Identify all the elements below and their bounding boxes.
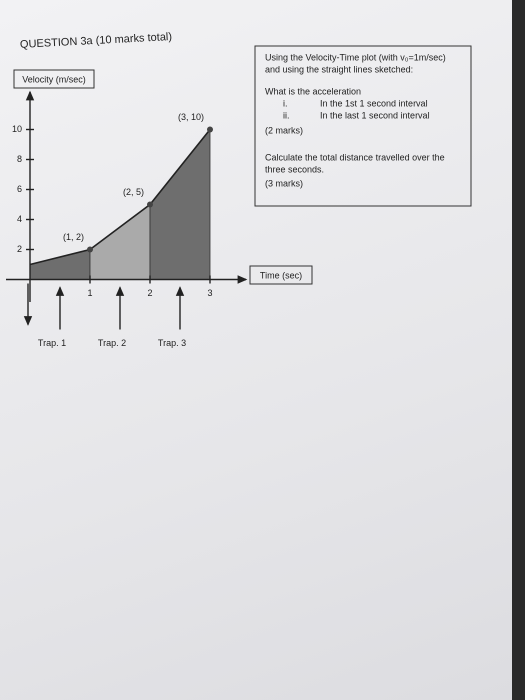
prompt: Calculate the total distance travelled o…: [265, 152, 445, 162]
item-num: i.: [283, 98, 288, 108]
item-text: In the 1st 1 second interval: [320, 98, 428, 108]
y-tick-label: 10: [12, 124, 22, 134]
x-tick-label: 1: [87, 288, 92, 298]
item-num: ii.: [283, 110, 290, 120]
ylabel-box: [13, 69, 95, 89]
x-axis-label: Time (sec): [260, 270, 302, 280]
xlabel-box: [249, 265, 313, 285]
intro: Using the Velocity-Time plot (with v₀=1m…: [265, 52, 446, 62]
x-tick-label: 2: [147, 288, 152, 298]
marks: (2 marks): [265, 125, 303, 135]
y-tick-label: 4: [17, 214, 22, 224]
trapezoid: [149, 128, 211, 280]
point: [207, 126, 213, 133]
point-label: (3, 10): [178, 112, 204, 122]
trapezoid: [29, 248, 91, 280]
point: [87, 246, 93, 253]
prompt: What is the acceleration: [265, 86, 361, 96]
page-edge: [512, 0, 525, 700]
instruction-box: [254, 45, 472, 207]
velocity-line: [29, 129, 211, 266]
marks: (3 marks): [265, 178, 303, 188]
question-title: QUESTION 3a (10 marks total): [20, 31, 173, 51]
prompt: three seconds.: [265, 164, 324, 174]
intro: and using the straight lines sketched:: [265, 64, 413, 74]
point: [147, 201, 153, 208]
x-tick-label: 3: [207, 288, 212, 298]
y-axis-label: Velocity (m/sec): [22, 74, 86, 84]
trapezoid-label: Trap. 2: [98, 338, 126, 348]
point-label: (1, 2): [63, 232, 84, 242]
item-text: In the last 1 second interval: [320, 110, 430, 120]
point-label: (2, 5): [123, 187, 144, 197]
trapezoid-label: Trap. 1: [38, 338, 66, 348]
trapezoid-label: Trap. 3: [158, 338, 186, 348]
y-tick-label: 2: [17, 244, 22, 254]
y-tick-label: 8: [17, 154, 22, 164]
y-tick-label: 6: [17, 184, 22, 194]
